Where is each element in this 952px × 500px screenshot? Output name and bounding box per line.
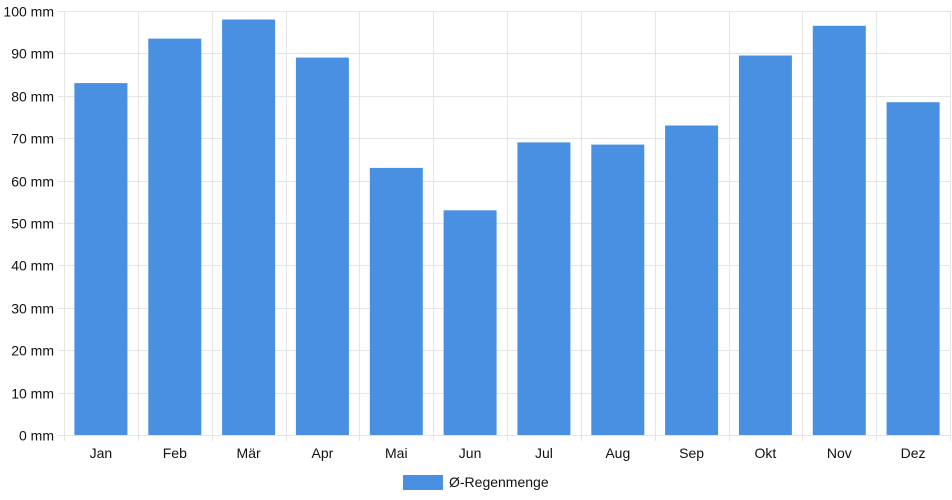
y-tick-label: 100 mm [3,4,54,20]
y-tick-label: 20 mm [11,343,54,359]
bar-sep[interactable] [665,125,719,436]
y-axis-ticks: 0 mm 10 mm 20 mm 30 mm 40 mm 50 mm 60 mm 70 mm 8… [3,4,54,444]
x-tick-label: Aug [605,445,630,461]
x-tick-label: Dez [901,445,926,461]
y-tick-label: 90 mm [11,46,54,62]
x-tick-label: Jan [90,445,113,461]
bar-mär[interactable] [222,19,276,436]
chart-grid [58,11,951,441]
bar-apr[interactable] [295,57,349,435]
x-tick-label: Jun [459,445,482,461]
x-tick-label: Feb [163,445,187,461]
y-tick-label: 70 mm [11,131,54,147]
bar-mai[interactable] [369,167,423,435]
bar-dez[interactable] [886,102,940,435]
x-tick-label: Jul [535,445,553,461]
bar-jan[interactable] [74,83,128,435]
y-tick-label: 60 mm [11,174,54,190]
legend-label[interactable]: Ø-Regenmenge [449,474,549,490]
legend-swatch[interactable] [403,475,443,490]
bar-series [74,19,940,436]
legend[interactable]: Ø-Regenmenge [403,474,549,490]
x-axis-ticks: Jan Feb Mär Apr Mai Jun Jul Aug Sep Okt Nov Dez [90,445,926,461]
x-tick-label: Sep [679,445,704,461]
bar-okt[interactable] [738,55,792,436]
y-tick-label: 30 mm [11,301,54,317]
x-tick-label: Okt [755,445,777,461]
x-tick-label: Apr [312,445,334,461]
bar-jun[interactable] [443,210,497,435]
x-tick-label: Mär [237,445,261,461]
bar-nov[interactable] [812,25,866,436]
y-tick-label: 40 mm [11,258,54,274]
y-tick-label: 0 mm [19,428,54,444]
bar-jul[interactable] [517,142,571,435]
x-tick-label: Mai [385,445,408,461]
y-tick-label: 10 mm [11,386,54,402]
bar-aug[interactable] [591,144,645,435]
bar-feb[interactable] [148,38,202,435]
y-tick-label: 80 mm [11,89,54,105]
x-tick-label: Nov [827,445,852,461]
y-tick-label: 50 mm [11,216,54,232]
